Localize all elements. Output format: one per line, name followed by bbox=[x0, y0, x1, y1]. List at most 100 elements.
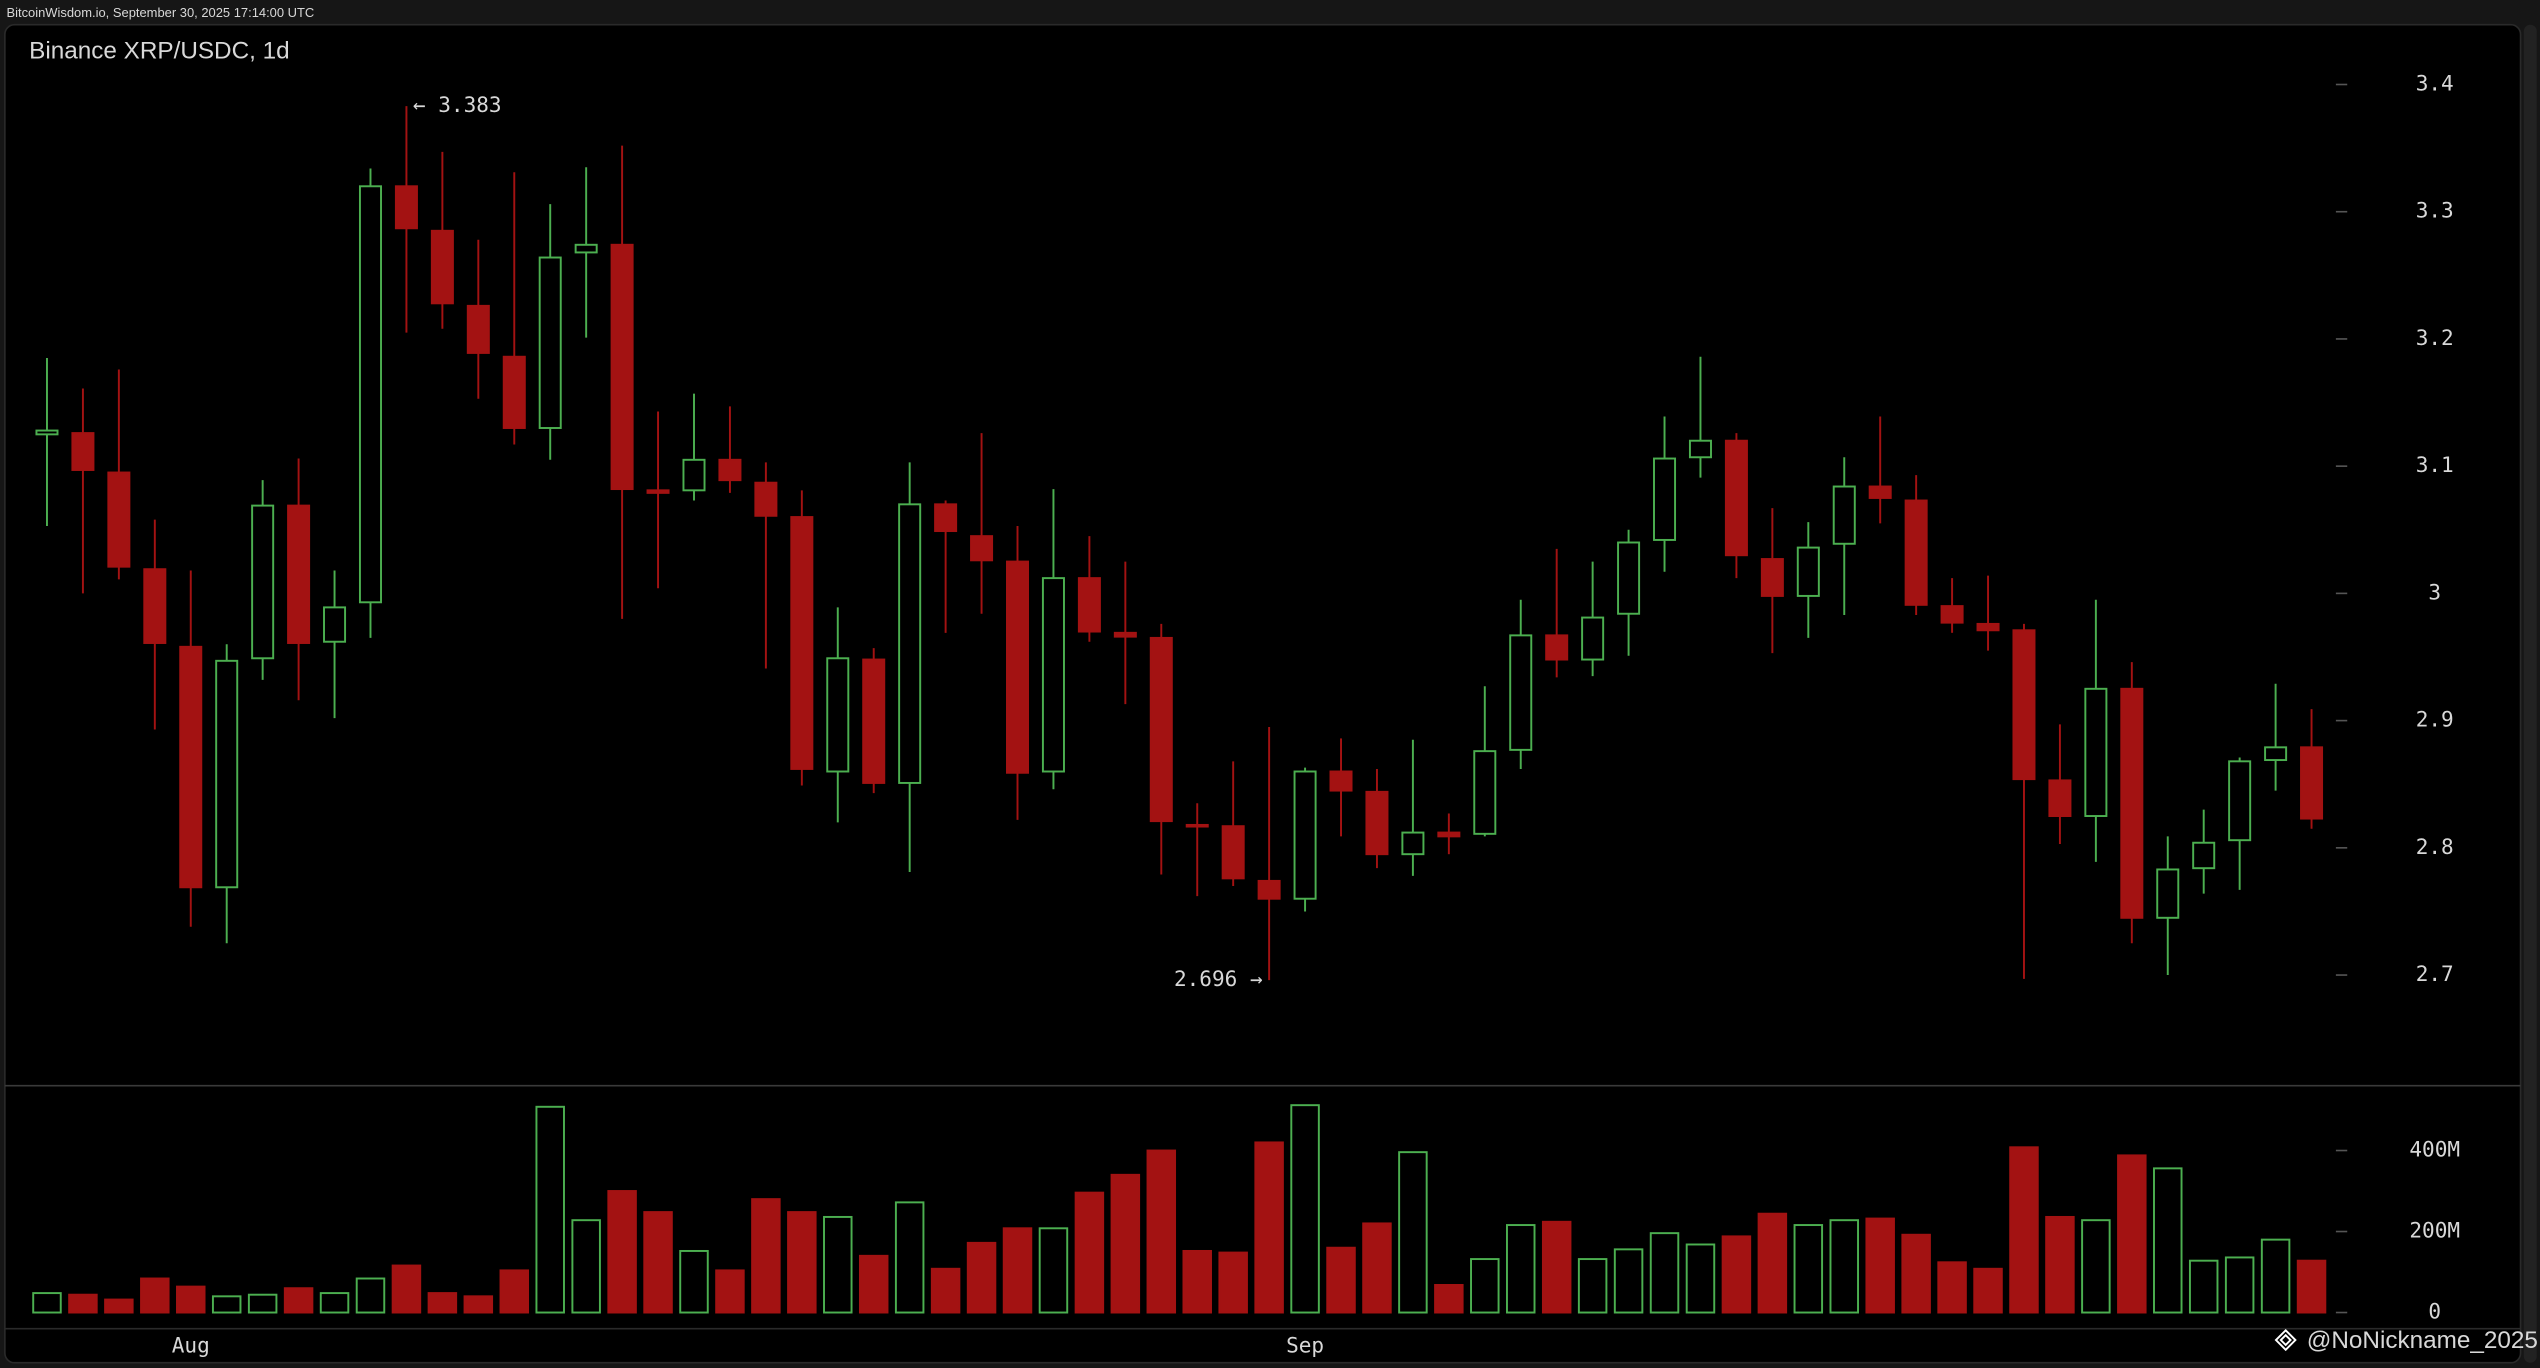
volume-bar bbox=[1470, 1258, 1500, 1314]
watermark: @NoNickname_2025 bbox=[2307, 1327, 2538, 1354]
candle-body bbox=[2156, 868, 2180, 919]
volume-bar bbox=[391, 1264, 422, 1314]
volume-bar bbox=[2224, 1256, 2255, 1314]
volume-bar bbox=[930, 1267, 961, 1314]
volume-bar bbox=[68, 1293, 98, 1314]
volume-bar bbox=[1901, 1233, 1931, 1314]
candle-body bbox=[466, 304, 490, 354]
candle-body bbox=[718, 458, 742, 482]
candle-body bbox=[2228, 760, 2252, 842]
y-tick-label: 400M bbox=[2409, 1137, 2460, 1162]
candle-body bbox=[1940, 605, 1964, 624]
candle-body bbox=[394, 185, 418, 230]
volume-bar bbox=[140, 1277, 170, 1314]
volume-bar bbox=[319, 1292, 350, 1314]
chart-panel bbox=[4, 23, 2522, 1364]
volume-bar bbox=[1685, 1243, 1716, 1314]
volume-bar bbox=[499, 1269, 530, 1314]
candle-body bbox=[2012, 629, 2036, 781]
y-tick-label: 2.7 bbox=[2416, 961, 2454, 986]
candle-body bbox=[754, 481, 778, 517]
volume-bar bbox=[858, 1254, 889, 1314]
y-tick-label: 0 bbox=[2428, 1299, 2441, 1324]
candle-body bbox=[1329, 770, 1353, 792]
candle-body bbox=[1006, 560, 1030, 774]
y-tick-label: 2.9 bbox=[2416, 707, 2454, 732]
y-tick-label: 3.2 bbox=[2416, 325, 2454, 350]
candle-body bbox=[1688, 439, 1712, 459]
volume-bar bbox=[427, 1292, 458, 1314]
volume-bar bbox=[463, 1295, 494, 1314]
volume-bar bbox=[1038, 1227, 1069, 1314]
candle-body bbox=[1113, 631, 1137, 638]
candle-body bbox=[1617, 541, 1641, 615]
candle-body bbox=[826, 657, 850, 773]
candle-body bbox=[934, 503, 958, 533]
volume-bar bbox=[2296, 1259, 2327, 1314]
volume-bar bbox=[571, 1219, 601, 1314]
candle-body bbox=[1509, 634, 1533, 751]
volume-bar bbox=[283, 1287, 314, 1314]
volume-bar bbox=[2188, 1259, 2219, 1314]
volume-bar bbox=[894, 1201, 925, 1314]
candle-body bbox=[2120, 687, 2144, 919]
volume-bar bbox=[1074, 1191, 1105, 1314]
candle-body bbox=[1365, 790, 1389, 856]
volume-bar bbox=[2009, 1146, 2039, 1314]
candle-body bbox=[1904, 499, 1928, 606]
scrollbar bbox=[2523, 24, 2537, 1363]
volume-bar bbox=[751, 1198, 781, 1314]
candle-body bbox=[502, 355, 526, 429]
watermark-icon bbox=[2274, 1328, 2297, 1352]
candle-body bbox=[1041, 577, 1065, 773]
candle-body bbox=[970, 535, 994, 562]
volume-bar bbox=[247, 1293, 278, 1314]
volume-bar bbox=[1829, 1219, 1859, 1314]
candle-body bbox=[179, 645, 203, 889]
candle-body bbox=[1401, 831, 1425, 856]
candle-body bbox=[1473, 750, 1497, 835]
chart-title: Binance XRP/USDC, 1d bbox=[29, 38, 289, 65]
volume-bar bbox=[787, 1211, 817, 1314]
candle-body bbox=[2048, 779, 2072, 817]
volume-bar bbox=[1218, 1251, 1248, 1314]
candle-body bbox=[1545, 634, 1569, 661]
x-tick-label: Sep bbox=[1286, 1333, 1324, 1358]
volume-bar bbox=[1146, 1149, 1177, 1314]
volume-bar bbox=[32, 1292, 62, 1314]
volume-bar bbox=[1110, 1173, 1141, 1314]
volume-bar bbox=[1721, 1235, 1752, 1314]
y-tick-label: 3.4 bbox=[2416, 70, 2454, 95]
volume-bar bbox=[1326, 1246, 1356, 1314]
y-tick-label: 200M bbox=[2409, 1218, 2460, 1243]
candle-body bbox=[1868, 485, 1892, 499]
y-tick-label: 3.3 bbox=[2416, 198, 2454, 223]
candle-body bbox=[1185, 823, 1209, 828]
volume-bar bbox=[1865, 1217, 1895, 1314]
candle-body bbox=[898, 503, 922, 784]
candle-body bbox=[71, 432, 95, 471]
annotation: 2.696 → bbox=[1174, 966, 1263, 991]
candle-body bbox=[2084, 687, 2108, 817]
candle-body bbox=[2192, 841, 2216, 870]
volume-bar bbox=[1398, 1151, 1428, 1314]
volume-bar bbox=[715, 1269, 745, 1314]
candle-body bbox=[682, 458, 706, 492]
volume-bar bbox=[1937, 1261, 1967, 1314]
volume-bar bbox=[607, 1190, 637, 1314]
volume-bar bbox=[535, 1105, 565, 1314]
volume-bar bbox=[1541, 1220, 1572, 1314]
candle-body bbox=[143, 568, 167, 644]
volume-bar bbox=[2153, 1167, 2183, 1314]
candle-body bbox=[1581, 616, 1605, 661]
candle-body bbox=[35, 429, 59, 436]
candle-body bbox=[1437, 831, 1461, 838]
volume-bar bbox=[2081, 1219, 2111, 1314]
candle-body bbox=[107, 471, 131, 568]
candle-body bbox=[358, 185, 382, 604]
volume-bar bbox=[1649, 1232, 1680, 1314]
candle-body bbox=[1077, 577, 1101, 633]
candle-body bbox=[1796, 546, 1820, 597]
volume-bar bbox=[1793, 1224, 1824, 1314]
